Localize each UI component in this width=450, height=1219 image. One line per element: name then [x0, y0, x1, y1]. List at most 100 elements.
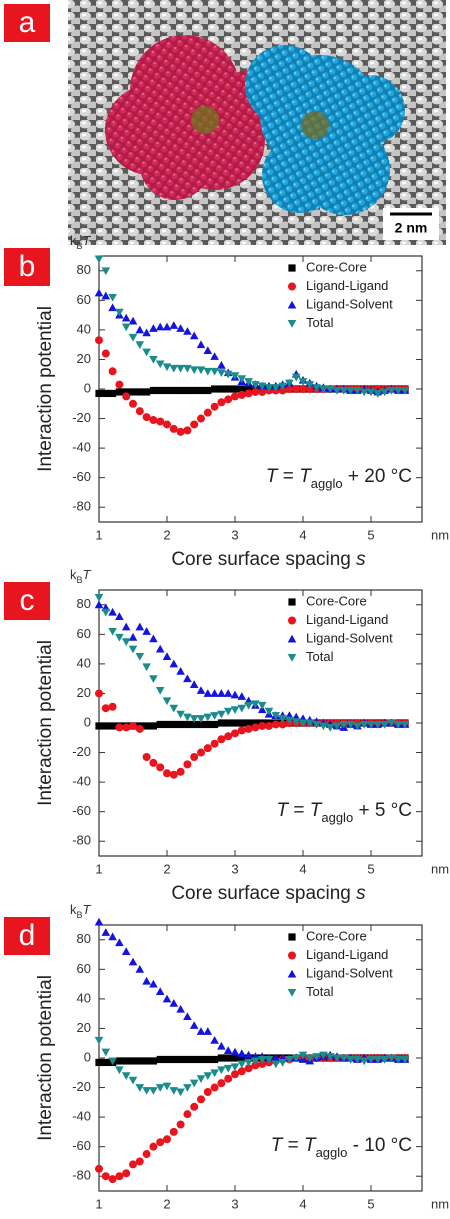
marker	[156, 386, 164, 395]
marker	[101, 608, 111, 617]
marker	[231, 729, 239, 738]
marker	[176, 1088, 185, 1097]
marker	[217, 1041, 226, 1050]
marker	[162, 1082, 172, 1091]
x-tick-label: 4	[299, 1196, 306, 1211]
marker	[211, 1055, 219, 1064]
marker	[155, 1084, 165, 1092]
legend-label: Ligand-Ligand	[306, 947, 388, 962]
y-unit-part: T	[83, 567, 92, 582]
marker	[287, 634, 297, 643]
annotation: T = Tagglo - 10 °C	[271, 1135, 412, 1160]
marker	[142, 627, 151, 635]
marker	[210, 1069, 219, 1078]
marker	[95, 1058, 103, 1067]
marker	[142, 663, 151, 672]
marker	[210, 712, 219, 720]
marker	[108, 293, 117, 302]
marker	[265, 721, 273, 730]
marker	[217, 1079, 226, 1088]
marker	[135, 1084, 145, 1092]
legend-label: Ligand-Solvent	[306, 630, 393, 645]
x-axis-label: Core surface spacing s	[171, 883, 366, 904]
marker	[251, 1057, 260, 1066]
panel-letter-box	[4, 248, 50, 286]
marker	[197, 386, 205, 395]
marker	[143, 1057, 151, 1065]
marker	[285, 1056, 294, 1064]
legend-label: Ligand-Solvent	[306, 296, 393, 311]
marker	[257, 382, 267, 391]
marker	[319, 1051, 328, 1060]
marker	[224, 1074, 233, 1083]
y-tick-label: -20	[72, 410, 91, 425]
marker	[230, 1047, 240, 1056]
marker	[217, 1054, 225, 1062]
marker	[217, 398, 226, 407]
marker	[94, 1036, 104, 1045]
marker	[163, 420, 171, 429]
marker	[155, 687, 165, 695]
marker	[251, 700, 260, 709]
marker	[183, 364, 192, 373]
marker	[359, 388, 369, 397]
x-tick-label: 1	[95, 861, 102, 876]
y-tick-label: 80	[77, 262, 91, 277]
marker	[169, 1127, 178, 1136]
marker	[353, 387, 362, 395]
marker	[251, 723, 260, 732]
marker	[203, 1027, 213, 1035]
marker	[109, 722, 117, 730]
marker	[163, 720, 171, 729]
y-unit-part: k	[70, 567, 77, 582]
marker	[169, 659, 179, 668]
marker	[122, 392, 131, 401]
marker	[169, 364, 179, 373]
marker	[163, 769, 171, 778]
marker	[312, 1053, 321, 1061]
marker	[183, 1110, 192, 1119]
marker	[183, 713, 192, 722]
marker	[94, 593, 104, 602]
marker	[143, 722, 151, 730]
marker	[101, 291, 111, 300]
marker	[244, 701, 253, 710]
marker	[217, 385, 225, 393]
legend-label: Core-Core	[306, 259, 367, 274]
marker	[251, 719, 259, 727]
marker	[298, 1051, 308, 1060]
marker	[237, 1049, 247, 1058]
marker	[142, 413, 151, 422]
marker	[196, 1075, 206, 1083]
marker	[128, 333, 138, 342]
marker	[183, 386, 191, 395]
marker	[149, 386, 157, 395]
marker	[346, 1056, 355, 1064]
legend-label: Total	[306, 984, 334, 999]
marker	[211, 720, 219, 729]
x-unit: nm	[431, 527, 449, 542]
annotation-part: + 5 °C	[353, 800, 412, 821]
marker	[223, 1064, 233, 1073]
marker	[189, 331, 199, 340]
marker	[224, 1054, 232, 1062]
marker	[393, 721, 403, 729]
marker	[196, 715, 206, 723]
marker	[142, 752, 151, 761]
marker	[189, 715, 199, 723]
marker	[332, 387, 342, 395]
y-axis-label: Interaction potential	[35, 975, 56, 1141]
annotation-part: agglo	[321, 810, 353, 825]
y-tick-label: -40	[72, 440, 91, 455]
x-tick-label: 4	[299, 861, 306, 876]
marker	[210, 367, 219, 376]
marker	[135, 325, 145, 334]
panel-letter-box	[4, 582, 50, 620]
marker	[115, 1172, 124, 1181]
marker	[257, 1056, 267, 1064]
marker	[332, 1054, 342, 1063]
y-tick-label: -80	[72, 499, 91, 514]
marker	[231, 385, 239, 393]
x-axis-label-part: s	[356, 549, 366, 570]
annotation: T = Tagglo + 5 °C	[276, 800, 412, 825]
